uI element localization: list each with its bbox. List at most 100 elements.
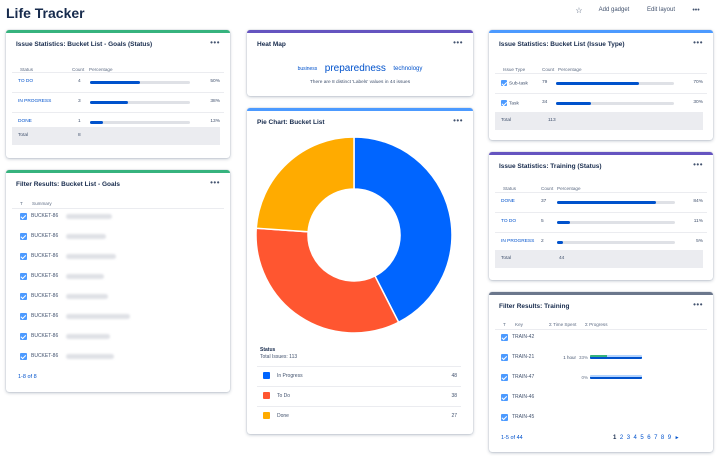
- page-link-4[interactable]: 4: [633, 435, 637, 441]
- issue-key[interactable]: BUCKET-86: [31, 233, 59, 239]
- pagination-range[interactable]: 1-8 of 8: [18, 374, 37, 380]
- page-link-3[interactable]: 3: [626, 435, 631, 441]
- goals-status-gadget: Issue Statistics: Bucket List - Goals (S…: [6, 30, 230, 158]
- status-percentage: 50%: [210, 79, 220, 84]
- table-row[interactable]: TRAIN-45: [501, 413, 701, 421]
- issue-type-label: Sub-task: [509, 81, 528, 87]
- next-page-icon[interactable]: ►: [674, 435, 680, 441]
- page-link-5[interactable]: 5: [640, 435, 644, 441]
- pagination-range[interactable]: 1-5 of 44: [501, 435, 523, 441]
- legend-item[interactable]: To Do 38: [257, 386, 461, 404]
- pie-total-label: Total Issues: 113: [260, 354, 298, 360]
- list-item[interactable]: BUCKET-86: [20, 232, 107, 240]
- status-label[interactable]: DONE: [501, 199, 515, 204]
- legend-value: 48: [451, 373, 457, 379]
- status-label[interactable]: IN PROGRESS: [18, 99, 52, 104]
- redacted-summary: [66, 313, 131, 319]
- issue-key[interactable]: BUCKET-86: [31, 253, 59, 259]
- gadget-color-bar: [489, 152, 713, 155]
- col-count: Count: [542, 67, 555, 72]
- table-row[interactable]: TRAIN-47 0%: [501, 373, 701, 381]
- issue-key[interactable]: TRAIN-42: [512, 334, 535, 340]
- page-link-8[interactable]: 8: [660, 435, 665, 441]
- legend-item[interactable]: In Progress 48: [257, 366, 461, 384]
- col-count: Count: [541, 186, 554, 191]
- issue-key[interactable]: TRAIN-46: [512, 394, 535, 400]
- page-link-9[interactable]: 9: [667, 435, 672, 441]
- percentage-bar-fill: [556, 102, 592, 105]
- stats-row: DONE 37 84%: [495, 192, 707, 210]
- dashboard-title: Life Tracker: [6, 5, 85, 21]
- status-label[interactable]: TO DO: [501, 219, 517, 224]
- issue-key[interactable]: BUCKET-86: [31, 353, 59, 359]
- pie-slice-in-progress[interactable]: [353, 136, 453, 324]
- pie-slice-done[interactable]: [255, 136, 355, 233]
- heat-word-preparedness[interactable]: preparedness: [324, 63, 386, 75]
- table-row[interactable]: TRAIN-21 1 hour 33%: [501, 353, 701, 361]
- status-count[interactable]: 2: [541, 239, 544, 244]
- percentage-bar-fill: [557, 201, 657, 204]
- gadget-menu-button[interactable]: •••: [210, 38, 220, 47]
- legend-item[interactable]: Done 27: [257, 406, 461, 424]
- task-type-icon: [501, 413, 508, 421]
- add-gadget-button[interactable]: Add gadget: [598, 7, 630, 13]
- stats-row: TO DO 4 50%: [12, 72, 224, 90]
- table-row[interactable]: TRAIN-46: [501, 393, 701, 401]
- issue-key[interactable]: TRAIN-21: [512, 354, 535, 360]
- gadget-menu-button[interactable]: •••: [693, 300, 703, 309]
- list-item[interactable]: BUCKET-86: [20, 252, 117, 260]
- col-status: Status: [20, 67, 34, 72]
- list-item[interactable]: BUCKET-86: [20, 292, 109, 300]
- status-label[interactable]: DONE: [18, 119, 32, 124]
- star-icon[interactable]: ☆: [575, 5, 583, 15]
- status-label[interactable]: TO DO: [18, 79, 34, 84]
- pie-slice-to-do[interactable]: [255, 227, 400, 334]
- legend-swatch: [263, 392, 270, 399]
- issue-key[interactable]: BUCKET-86: [31, 293, 59, 299]
- status-percentage: 11%: [693, 219, 703, 224]
- page-link-2[interactable]: 2: [619, 435, 624, 441]
- more-actions-button[interactable]: •••: [692, 6, 700, 14]
- progress-bar-estimate: [590, 377, 642, 379]
- heat-word-business[interactable]: business: [297, 65, 318, 72]
- issue-key[interactable]: BUCKET-86: [31, 273, 59, 279]
- issue-key[interactable]: TRAIN-47: [512, 374, 535, 380]
- status-count[interactable]: 4: [78, 79, 81, 84]
- status-label[interactable]: IN PROGRESS: [501, 239, 535, 244]
- total-label: Total: [18, 133, 29, 138]
- status-count[interactable]: 37: [541, 199, 547, 204]
- edit-layout-button[interactable]: Edit layout: [646, 7, 676, 13]
- list-item[interactable]: BUCKET-86: [20, 332, 111, 340]
- gadget-color-bar: [489, 292, 713, 295]
- stats-row: Sub-task 79 70%: [495, 73, 707, 91]
- issue-key[interactable]: TRAIN-45: [512, 414, 535, 420]
- list-item[interactable]: BUCKET-86: [20, 352, 115, 360]
- heat-word-technology[interactable]: technology: [393, 65, 423, 72]
- progress-bar-estimate: [590, 357, 642, 359]
- table-row[interactable]: TRAIN-42: [501, 333, 701, 341]
- list-item[interactable]: BUCKET-86: [20, 272, 105, 280]
- percentage-bar: [90, 121, 190, 124]
- page-link-6[interactable]: 6: [647, 435, 651, 441]
- status-count[interactable]: 3: [78, 99, 81, 104]
- gadget-menu-button[interactable]: •••: [453, 38, 463, 47]
- status-label[interactable]: Sub-task: [501, 80, 528, 86]
- page-link-1[interactable]: 1: [613, 435, 617, 441]
- list-item[interactable]: BUCKET-86: [20, 212, 113, 220]
- redacted-summary: [66, 213, 113, 219]
- gadget-menu-button[interactable]: •••: [693, 160, 703, 169]
- issue-key[interactable]: BUCKET-86: [31, 313, 59, 319]
- gadget-menu-button[interactable]: •••: [210, 178, 220, 187]
- status-label[interactable]: Task: [501, 100, 519, 106]
- total-row: Total 113: [495, 112, 703, 130]
- issue-key[interactable]: BUCKET-86: [31, 333, 59, 339]
- gadget-menu-button[interactable]: •••: [453, 116, 463, 125]
- status-count[interactable]: 79: [542, 80, 548, 85]
- page-link-7[interactable]: 7: [654, 435, 658, 441]
- status-count[interactable]: 34: [542, 100, 548, 105]
- list-item[interactable]: BUCKET-86: [20, 312, 131, 320]
- issue-key[interactable]: BUCKET-86: [31, 213, 59, 219]
- gadget-menu-button[interactable]: •••: [693, 38, 703, 47]
- status-count[interactable]: 5: [541, 219, 544, 224]
- status-count[interactable]: 1: [78, 119, 81, 124]
